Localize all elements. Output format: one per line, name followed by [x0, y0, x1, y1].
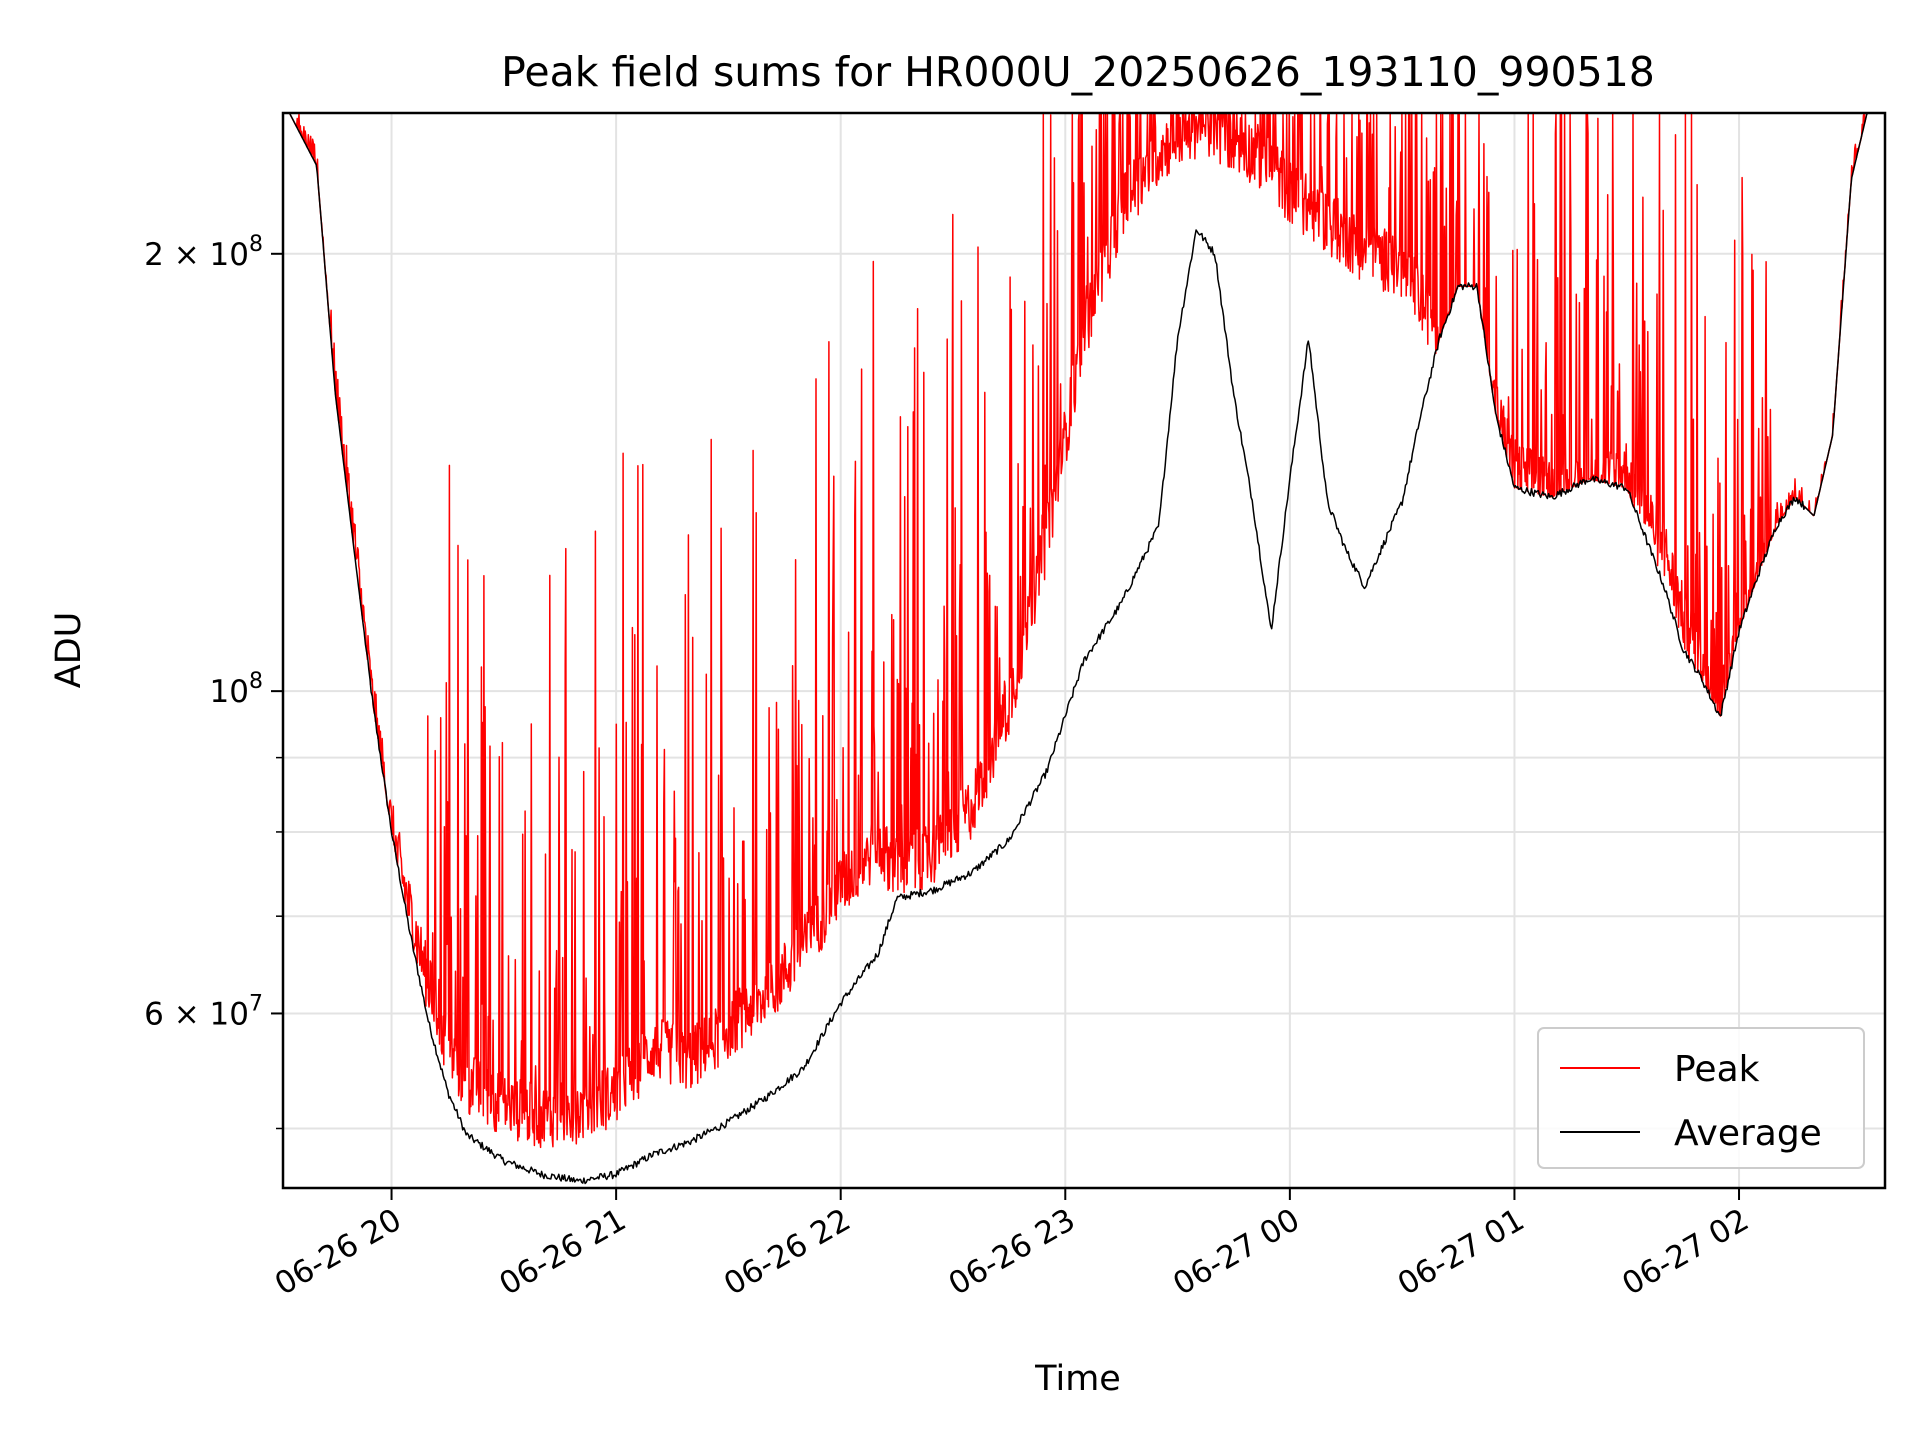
plot-area: 06-26 20 06-26 21 06-26 22 06-26 23 06-27 00…	[144, 111, 1887, 1303]
x-axis-label: Time	[1034, 1359, 1121, 1399]
chart-title: Peak field sums for HR000U_20250626_1931…	[501, 48, 1655, 96]
y-tick-label: 6 × 107	[144, 991, 263, 1032]
legend-label-peak: Peak	[1674, 1049, 1760, 1090]
series-line-peak	[283, 113, 1885, 1149]
y-tick-label: 108	[210, 669, 263, 710]
legend-label-average: Average	[1674, 1113, 1822, 1154]
axes-frame	[281, 111, 1887, 1190]
series-line-average	[283, 113, 1885, 1185]
y-tick-label: 2 × 108	[144, 232, 263, 273]
legend: Peak Average	[1537, 1027, 1865, 1169]
y-axis-label: ADU	[49, 612, 89, 689]
